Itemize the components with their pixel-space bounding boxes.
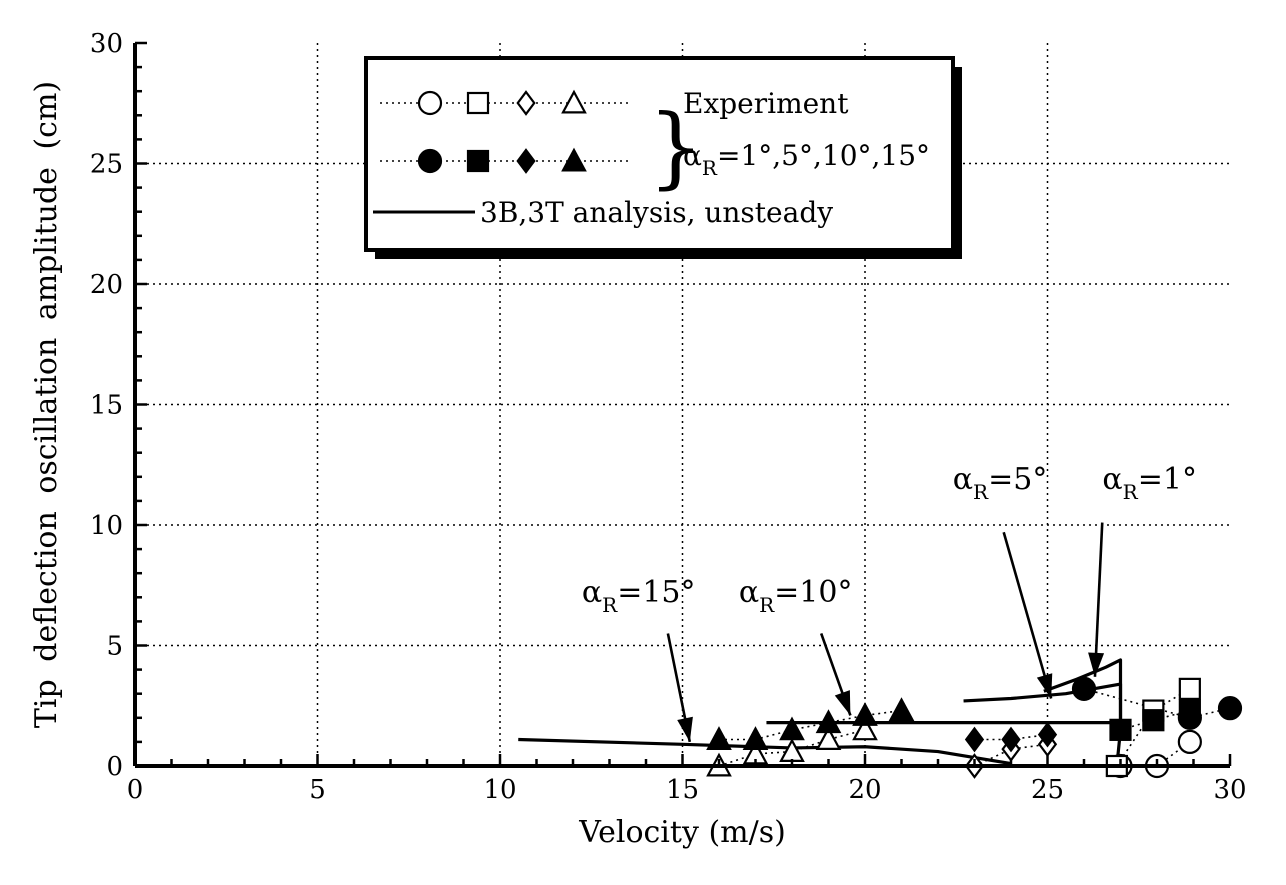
annotation-alpha-value: =1° (1138, 462, 1197, 497)
x-tick-label: 20 (848, 775, 881, 805)
annotation-label-alpha-undefined: αR=5° (953, 462, 1048, 504)
data-point-triangle-open (815, 726, 842, 750)
legend-marker-square-open (466, 91, 490, 115)
annotation-arrow-head (834, 690, 851, 716)
annotation-alpha-sub: R (759, 593, 775, 617)
annotation-alpha-sub: R (602, 593, 618, 617)
x-tick-label: 10 (483, 775, 516, 805)
annotation-alpha-symbol: α (739, 575, 759, 610)
data-point-circle-filled (1217, 696, 1243, 721)
y-tick-label: 25 (90, 150, 123, 180)
annotation-alpha-value: =15° (617, 575, 695, 610)
x-axis-title: Velocity (m/s) (578, 815, 786, 850)
legend-markers (380, 89, 630, 174)
data-point-circle-filled (1071, 676, 1097, 701)
legend-alpha-values: αR=1°,5°,10°,15° (683, 139, 930, 180)
annotation-alpha-value: =10° (774, 575, 852, 610)
data-point-square-filled (1178, 699, 1201, 722)
y-tick-label: 10 (90, 511, 123, 541)
legend-marker-diamond-filled (516, 148, 536, 174)
legend-marker-diamond-open (516, 90, 536, 116)
annotation-label-alpha-undefined: αR=1° (1102, 462, 1197, 504)
data-point-triangle-filled (815, 709, 842, 734)
analysis-curve-alpha-5 (963, 682, 1123, 728)
annotation-alpha-sub: R (1123, 480, 1139, 504)
x-tick-label: 0 (127, 775, 144, 805)
x-tick-label: 15 (666, 775, 699, 805)
legend-experiment-label: Experiment (683, 87, 849, 120)
data-point-square-open (1178, 677, 1201, 700)
data-point-diamond-filled (1037, 721, 1058, 748)
legend-alpha-list: =1°,5°,10°,15° (717, 139, 930, 172)
legend-marker-circle-filled (417, 148, 443, 174)
data-point-triangle-filled (888, 697, 915, 722)
annotation-arrow-shaft (1093, 522, 1104, 677)
annotation-arrow-head (677, 716, 693, 742)
data-point-diamond-filled (964, 726, 985, 753)
legend-alpha-symbol: α (683, 139, 702, 172)
x-tick-label: 5 (309, 775, 326, 805)
annotation-alpha-value: =5° (988, 462, 1047, 497)
annotations: αR=15° αR=10°αR=5° αR=1° (582, 462, 1197, 743)
data-point-square-filled (1142, 709, 1165, 732)
legend-marker-triangle-open (561, 89, 587, 114)
legend-brace: } (648, 95, 704, 198)
x-tick-label: 30 (1213, 775, 1246, 805)
data-point-circle-open (1177, 729, 1202, 755)
x-tick-label: 25 (1031, 775, 1064, 805)
data-point-triangle-filled (779, 716, 805, 741)
legend-marker-triangle-filled (561, 147, 587, 172)
experiment-line-diamond-open (974, 743, 1048, 767)
data-point-triangle-filled (852, 702, 878, 726)
y-tick-label: 15 (90, 391, 123, 421)
analysis-curve-alpha-1 (1043, 658, 1123, 767)
data-point-triangle-open (852, 716, 878, 741)
data-point-square-filled (1109, 718, 1132, 741)
legend-marker-square-filled (466, 149, 490, 173)
y-tick-label: 5 (106, 632, 123, 662)
annotation-arrow-head (1088, 652, 1105, 677)
analysis-curves (518, 658, 1123, 767)
annotation-alpha-symbol: α (582, 575, 602, 610)
data-point-triangle-open (779, 738, 805, 762)
annotation-label-alpha-undefined: αR=10° (739, 575, 853, 617)
data-point-triangle-filled (742, 726, 769, 750)
legend-marker-circle-open (417, 90, 443, 116)
data-point-triangle-filled (706, 726, 732, 750)
y-tick-label: 30 (90, 29, 123, 59)
y-tick-label: 0 (106, 752, 123, 782)
annotation-arrow-head (1036, 673, 1053, 699)
legend-analysis-label: 3B,3T analysis, unsteady (480, 196, 833, 229)
legend-box (364, 56, 955, 252)
y-axis-title: Tip deflection oscillation amplitude (cm… (29, 81, 64, 728)
annotation-label-alpha-undefined: αR=15° (582, 575, 696, 617)
annotation-alpha-symbol: α (1102, 462, 1122, 497)
data-point-diamond-filled (1001, 726, 1021, 753)
y-tick-label: 20 (90, 270, 123, 300)
annotation-alpha-symbol: α (953, 462, 973, 497)
legend: } Experiment αR=1°,5°,10°,15° 3B,3T anal… (364, 56, 962, 259)
annotation-arrow-shaft (1002, 531, 1053, 699)
legend-alpha-sub: R (702, 156, 718, 180)
annotation-alpha-sub: R (973, 480, 989, 504)
axes: 0 5 10 15 20 25 30 0 5 10 15 20 25 30 Velocity (m/s) Ti… (29, 29, 1247, 850)
experiment-line-triangle-open (718, 729, 866, 767)
